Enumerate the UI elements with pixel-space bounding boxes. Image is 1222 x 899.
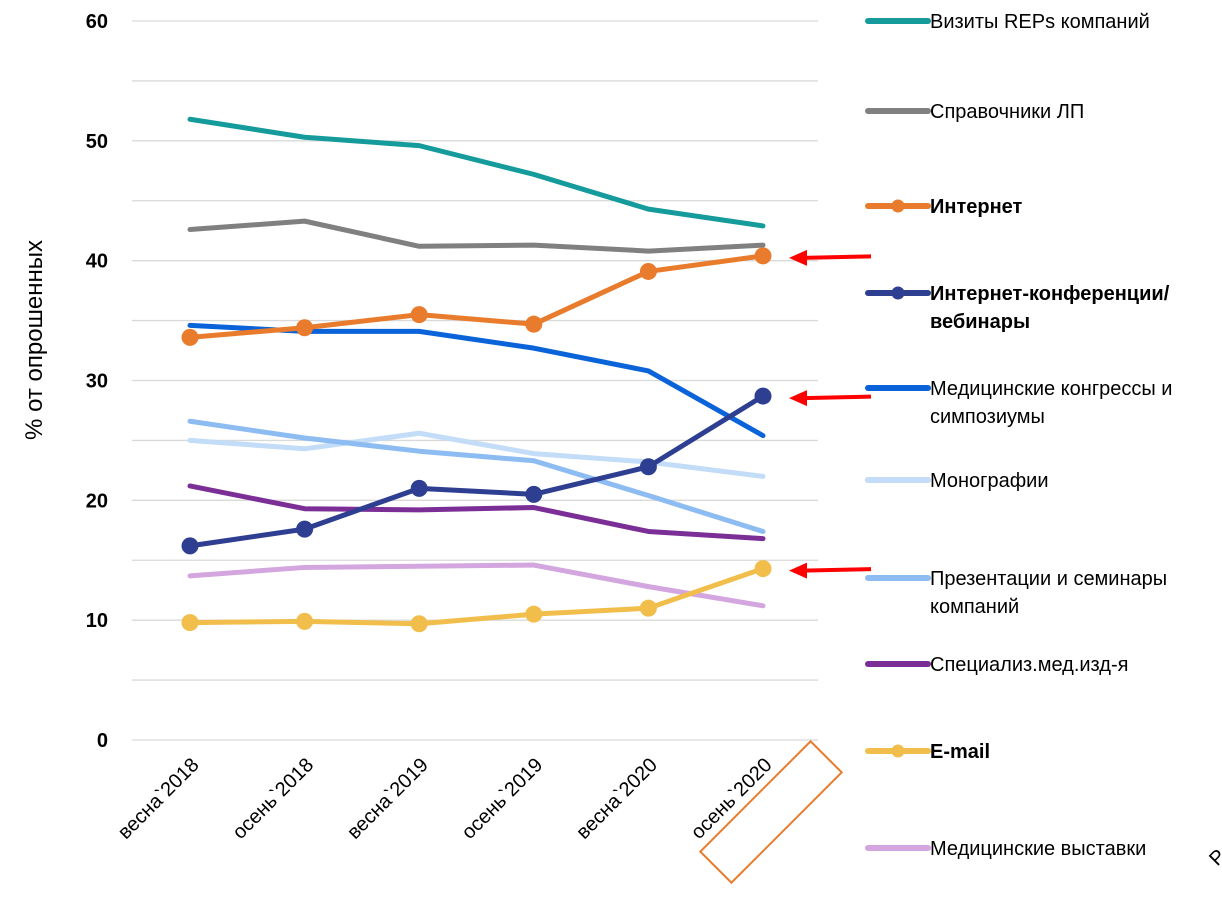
legend-label: Монографии [930, 470, 1049, 492]
data-point [181, 614, 199, 632]
x-tick-label: весна`2020 [572, 754, 662, 844]
legend-item-визиты-reps-компаний: Визиты REPs компаний [865, 11, 1150, 33]
data-point [754, 387, 772, 405]
series-презентации-и-семинары-компаний [187, 418, 766, 534]
data-point [639, 458, 657, 476]
data-point [639, 599, 657, 617]
series-интернет-конференции-вебинары [181, 387, 772, 555]
legend-label: Презентации и семинары [930, 568, 1167, 590]
arrow-shaft [802, 567, 872, 573]
data-point [296, 520, 314, 538]
x-tick-label: весна`2019 [343, 754, 433, 844]
series-line [187, 430, 766, 479]
x-tick-label: осень`2019 [458, 754, 548, 844]
arrow-head [789, 249, 807, 266]
series-line [187, 218, 766, 254]
data-point [410, 306, 428, 324]
arrow-интернет-конференции-вебинары [789, 390, 872, 407]
series-e-mail [181, 560, 772, 633]
data-point [754, 560, 772, 578]
legend-label: Специализ.мед.изд-я [930, 654, 1128, 676]
legend-item-интернет: Интернет [865, 196, 1023, 218]
data-point [410, 615, 428, 633]
annotation-arrows [789, 249, 872, 579]
arrow-shaft [802, 254, 872, 260]
legend-item-справочники-лп: Справочники ЛП [865, 101, 1084, 123]
data-point [639, 262, 657, 280]
series-интернет [181, 247, 772, 346]
y-tick-label: 50 [86, 131, 108, 153]
legend-item-монографии: Монографии [865, 470, 1049, 492]
legend-label: Справочники ЛП [930, 101, 1084, 123]
series-монографии [187, 430, 766, 479]
data-point [410, 479, 428, 497]
y-tick-label: 60 [86, 11, 108, 33]
legend-item-медицинские-конгрессы-и-симпозиумы: Медицинские конгрессы и симпозиумы [865, 378, 1172, 428]
series-справочники-лп [187, 218, 766, 254]
legend-label: симпозиумы [930, 406, 1045, 428]
y-axis-ticks: 0 10 20 30 40 50 60 [86, 11, 108, 752]
legend-item-специализ-мед-изд-я: Специализ.мед.изд-я [865, 654, 1128, 676]
data-point [296, 612, 314, 630]
legend-label: E-mail [930, 741, 990, 763]
legend-label: компаний [930, 596, 1019, 618]
series-line [187, 253, 766, 340]
y-tick-label: 30 [86, 371, 108, 393]
data-point [525, 315, 543, 333]
series-line [187, 393, 766, 549]
arrow-e-mail [789, 562, 872, 579]
arrow-интернет [789, 249, 872, 266]
legend-label: вебинары [930, 311, 1030, 333]
data-point [525, 485, 543, 503]
y-tick-label: 10 [86, 610, 108, 632]
data-point [181, 537, 199, 555]
data-point [754, 247, 772, 265]
arrow-shaft [802, 394, 872, 401]
x-tick-label: осень`2018 [228, 754, 318, 844]
legend-label: Медицинские конгрессы и [930, 378, 1172, 400]
legend-marker [891, 744, 905, 758]
legend: Визиты REPs компаний Справочники ЛП Интерн… [865, 11, 1172, 860]
y-axis-label: % от опрошенных [21, 240, 48, 440]
series-line [187, 566, 766, 627]
legend-item-презентации-и-семинары-компаний: Презентации и семинары компаний [865, 568, 1167, 618]
legend-item-e-mail: E-mail [865, 741, 990, 763]
legend-label: Визиты REPs компаний [930, 11, 1150, 33]
highlight-box-rect [698, 739, 844, 885]
data-point [525, 605, 543, 623]
data-point [296, 319, 314, 337]
legend-item-интернет-конференции-вебинары: Интернет-конференции/вебинары [865, 283, 1170, 333]
series-line [187, 483, 766, 542]
gridlines [132, 20, 818, 741]
data-point [181, 328, 199, 346]
arrow-head [789, 562, 807, 579]
y-tick-label: 0 [97, 730, 108, 752]
legend-marker [891, 286, 905, 300]
y-tick-label: 20 [86, 490, 108, 512]
series-визиты-reps-компаний [187, 116, 766, 229]
legend-item-медицинские-выставки: Медицинские выставки [865, 838, 1146, 860]
x-tick-label: весна`2018 [114, 754, 204, 844]
legend-label: Интернет-конференции/ [930, 283, 1170, 305]
x-tick-label: осень`2020 [687, 754, 777, 844]
clipped-edge-text: Р [1205, 845, 1222, 870]
series-line [187, 562, 766, 609]
series-специализ-мед-изд-я [187, 483, 766, 542]
y-tick-label: 40 [86, 251, 108, 273]
x-axis-ticks: весна`2018 осень`2018 весна`2019 осень`2019… [114, 754, 777, 844]
legend-label: Медицинские выставки [930, 838, 1146, 860]
arrow-head [789, 390, 807, 407]
series-line [187, 418, 766, 534]
legend-label: Интернет [930, 196, 1023, 218]
series-line [187, 116, 766, 229]
highlight-box [698, 739, 844, 885]
series-lines [181, 116, 772, 633]
series-медицинские-выставки [187, 562, 766, 609]
legend-marker [891, 199, 905, 213]
